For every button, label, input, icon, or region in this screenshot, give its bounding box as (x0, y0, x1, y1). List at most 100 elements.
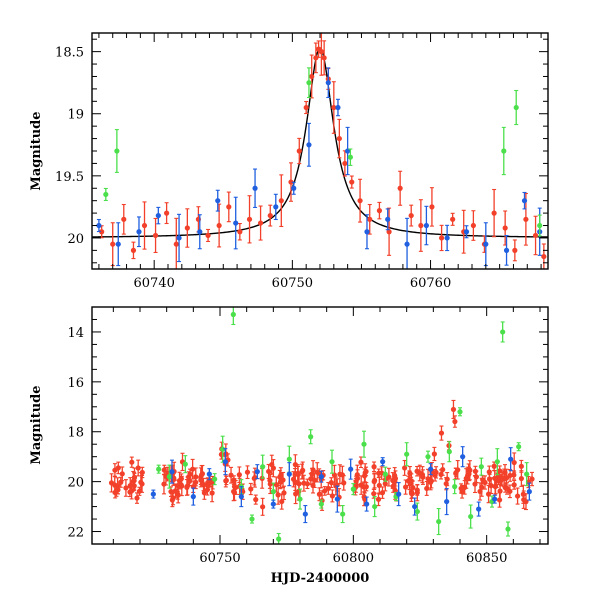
red-top-point (408, 212, 414, 219)
top-y-tick-label: 20 (67, 232, 84, 247)
blue-top-point (463, 229, 470, 235)
green-top-point (103, 191, 109, 198)
red-top-point (130, 247, 137, 253)
red-top-point (450, 216, 456, 222)
red-dense-point (414, 490, 420, 496)
blue-top-point (136, 229, 142, 235)
red-top-point (376, 208, 383, 214)
red-top-point (418, 222, 424, 229)
blue-bottom-point (492, 496, 498, 502)
red-top-point (216, 222, 222, 229)
red-dense-point (118, 479, 124, 485)
blue-bottom-point (348, 466, 354, 472)
red-dense-point (402, 465, 408, 471)
blue-top-point (155, 212, 161, 219)
red-top-point (523, 216, 529, 222)
red-top-point (226, 204, 232, 210)
blue-bottom-point (318, 474, 324, 480)
red-dense-point (223, 477, 229, 484)
red-dense-point (518, 463, 524, 469)
red-dense-point (486, 469, 492, 475)
red-dense-point (453, 470, 459, 477)
red-dense-point (200, 481, 207, 488)
blue-top-point (423, 222, 429, 229)
bottom-x-tick-label: 60800 (333, 551, 374, 566)
red-top-point (532, 232, 539, 239)
red-dense-point (424, 485, 430, 492)
red-dense-point (127, 489, 133, 495)
red-dense-point (485, 491, 492, 497)
red-dense-point (278, 472, 284, 478)
red-top-point (331, 104, 337, 111)
red-dense-point (472, 481, 478, 487)
red-top-point (303, 104, 309, 111)
red-dense-point (184, 483, 191, 489)
red-top-point (336, 135, 342, 142)
bottom-y-tick-label: 18 (67, 426, 84, 441)
red-dense-point (432, 472, 438, 478)
red-dense-point (472, 468, 479, 474)
blue-top-point (273, 204, 279, 210)
red-top-point (512, 247, 518, 253)
red-top-point (439, 235, 445, 241)
red-top-point (318, 49, 324, 55)
red-top-point (257, 220, 264, 226)
red-dense-point (279, 498, 285, 505)
green-bottom-point (446, 449, 452, 455)
blue-top-point (345, 148, 351, 154)
blue-top-point (444, 235, 450, 241)
red-dense-point (260, 504, 266, 510)
green-top-point (347, 154, 353, 160)
red-dense-point (407, 470, 413, 476)
red-top-point (141, 222, 148, 229)
red-dense-point (199, 472, 205, 478)
bottom-plot-area (108, 307, 535, 544)
green-top-point (501, 148, 507, 154)
blue-top-point (197, 229, 203, 235)
red-dense-point (172, 488, 179, 494)
green-bottom-point (156, 466, 162, 472)
red-dense-point (169, 497, 175, 503)
red-top-point (502, 225, 508, 231)
red-dense-point (209, 490, 215, 496)
red-dense-point (371, 491, 377, 497)
red-dense-point (311, 477, 318, 483)
top-y-tick-label: 19.5 (55, 170, 84, 185)
red-dense-point (134, 495, 140, 501)
red-top-point (349, 179, 355, 185)
red-dense-point (450, 406, 457, 413)
red-dense-point (131, 474, 138, 481)
red-dense-point (236, 472, 242, 478)
blue-bottom-point (206, 471, 212, 477)
red-dense-point (123, 485, 129, 491)
green-bottom-point (329, 459, 335, 465)
red-dense-point (316, 491, 323, 497)
red-dense-point (529, 476, 535, 482)
blue-top-point (404, 241, 410, 247)
red-dense-point (270, 465, 276, 471)
green-bottom-point (382, 471, 388, 477)
top-y-tick-label: 18.5 (55, 46, 84, 61)
blue-bottom-point (444, 498, 450, 505)
green-bottom-point (436, 518, 442, 525)
red-dense-point (304, 481, 310, 487)
red-dense-point (179, 483, 185, 489)
red-dense-point (501, 475, 507, 481)
red-dense-point (462, 484, 468, 490)
red-top-point (152, 232, 159, 239)
red-dense-point (390, 483, 396, 489)
red-dense-point (231, 483, 238, 490)
green-bottom-point (372, 503, 378, 510)
red-dense-point (329, 493, 335, 499)
bottom-panel: 60750 60800 60850 14 16 18 20 22 Magnitude HJD-… (29, 306, 549, 586)
red-dense-point (314, 469, 320, 475)
red-dense-point (309, 471, 315, 477)
red-dense-point (382, 481, 388, 487)
blue-bottom-point (150, 491, 156, 497)
blue-top-point (96, 222, 102, 229)
red-dense-point (496, 497, 503, 503)
red-dense-point (275, 492, 281, 498)
green-bottom-point (220, 446, 226, 452)
top-clipped-data (92, 33, 548, 269)
red-dense-point (115, 465, 121, 471)
